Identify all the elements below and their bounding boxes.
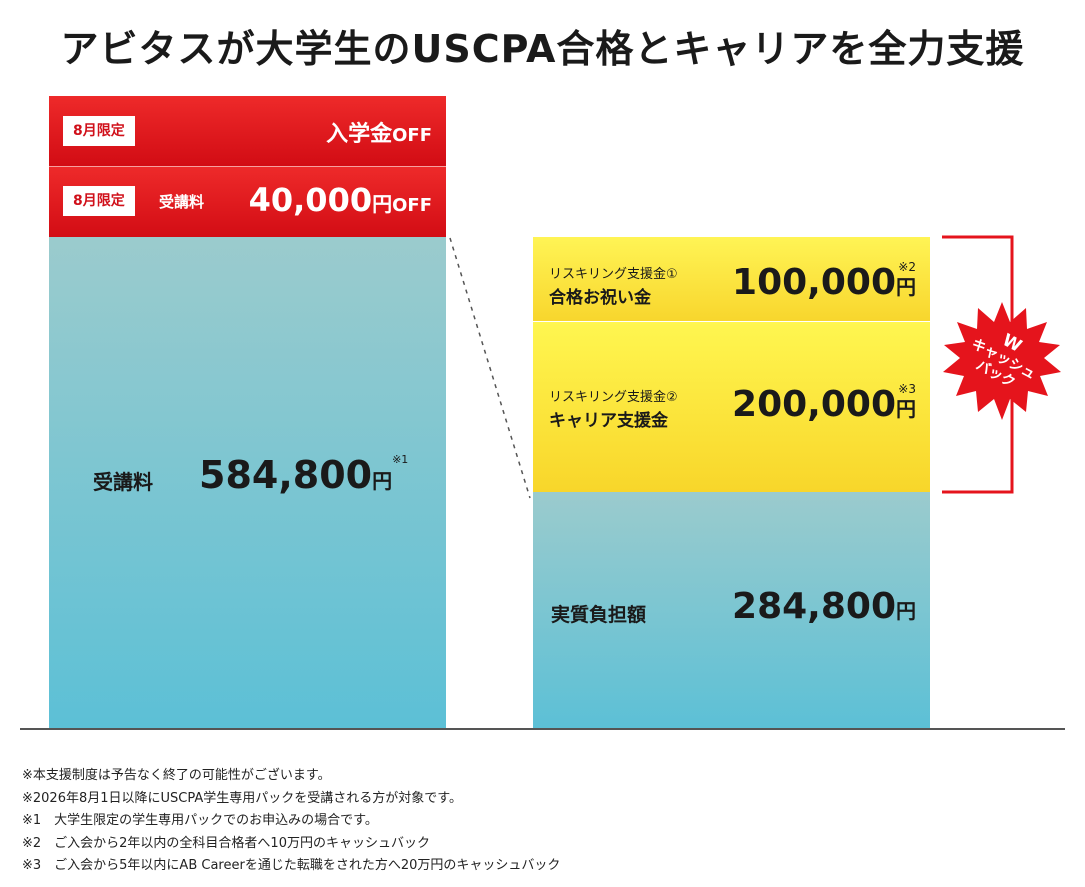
entrance-fee-label: 入学金 [326,122,393,147]
amount-value: 200,000 [732,384,896,425]
footnote-item: ※2026年8月1日以降にUSCPA学生専用パックを受講される方が対象です。 [22,790,462,806]
support-2-main-label: キャリア支援金 [549,411,668,431]
page-title: アビタスが大学生のUSCPA合格とキャリアを全力支援 [60,27,1025,71]
tuition-fee-bar: 受講料 584,800円 ※1 [49,237,446,728]
amount-value: 100,000 [732,262,896,303]
real-cost-label: 実質負担額 [551,604,647,626]
footnote-mark: ※2 [898,260,916,274]
support-2-amount: 200,000円 ※3 [732,382,916,425]
support-1-amount: 100,000円 ※2 [732,260,916,303]
footnote-mark: ※3 [898,382,916,396]
footnote-mark: ※1 [392,453,409,466]
entrance-fee-off-text: 入学金OFF [326,116,432,148]
real-cost-bar: 実質負担額 284,800円 [533,492,930,728]
august-limited-tag: 8月限定 [63,116,135,146]
yen-unit: 円 [896,599,916,623]
entrance-fee-off-row: 8月限定 入学金OFF [49,96,446,166]
august-limited-tag: 8月限定 [63,186,135,216]
tuition-discount-row: 8月限定 受講料 40,000円OFF [49,166,446,238]
fee-value: 584,800 [199,453,373,497]
baseline-divider [20,728,1065,730]
real-cost-amount: 284,800円 [732,586,916,627]
tuition-discount-amount: 40,000円OFF [249,181,432,219]
tuition-discount-label: 受講料 [159,193,205,211]
footnote-item: ※3 ご入会から5年以内にAB Careerを通じた転職をされた方へ20万円のキ… [22,858,561,873]
starburst-icon [943,302,1061,420]
reskilling-support-1: リスキリング支援金① 合格お祝い金 100,000円 ※2 [533,237,930,321]
amount-value: 284,800 [732,586,896,627]
yen-unit: 円 [896,275,916,299]
reskilling-support-2: リスキリング支援金② キャリア支援金 200,000円 ※3 [533,322,930,492]
support-2-sub-label: リスキリング支援金② [549,390,678,405]
footnote-item: ※2 ご入会から2年以内の全科目合格者へ10万円のキャッシュバック [22,835,430,851]
off-label: OFF [392,125,432,146]
yen-unit: 円 [372,192,393,216]
discount-value: 40,000 [248,181,373,219]
footnote-item: ※1 大学生限定の学生専用パックでのお申込みの場合です。 [22,813,378,828]
w-cashback-badge: W キャッシュ バック [940,300,1064,424]
support-1-sub-label: リスキリング支援金① [549,267,678,282]
footnotes: ※本支援制度は予告なく終了の可能性がございます。 ※2026年8月1日以降にUS… [22,765,560,878]
tuition-fee-amount: 584,800円 ※1 [199,453,408,497]
off-label: OFF [392,195,432,216]
tuition-fee-label: 受講料 [93,470,153,494]
yen-unit: 円 [896,397,916,421]
support-1-main-label: 合格お祝い金 [549,288,651,308]
footnote-item: ※本支援制度は予告なく終了の可能性がございます。 [22,768,331,783]
dashed-connector [449,237,531,499]
yen-unit: 円 [372,469,393,493]
